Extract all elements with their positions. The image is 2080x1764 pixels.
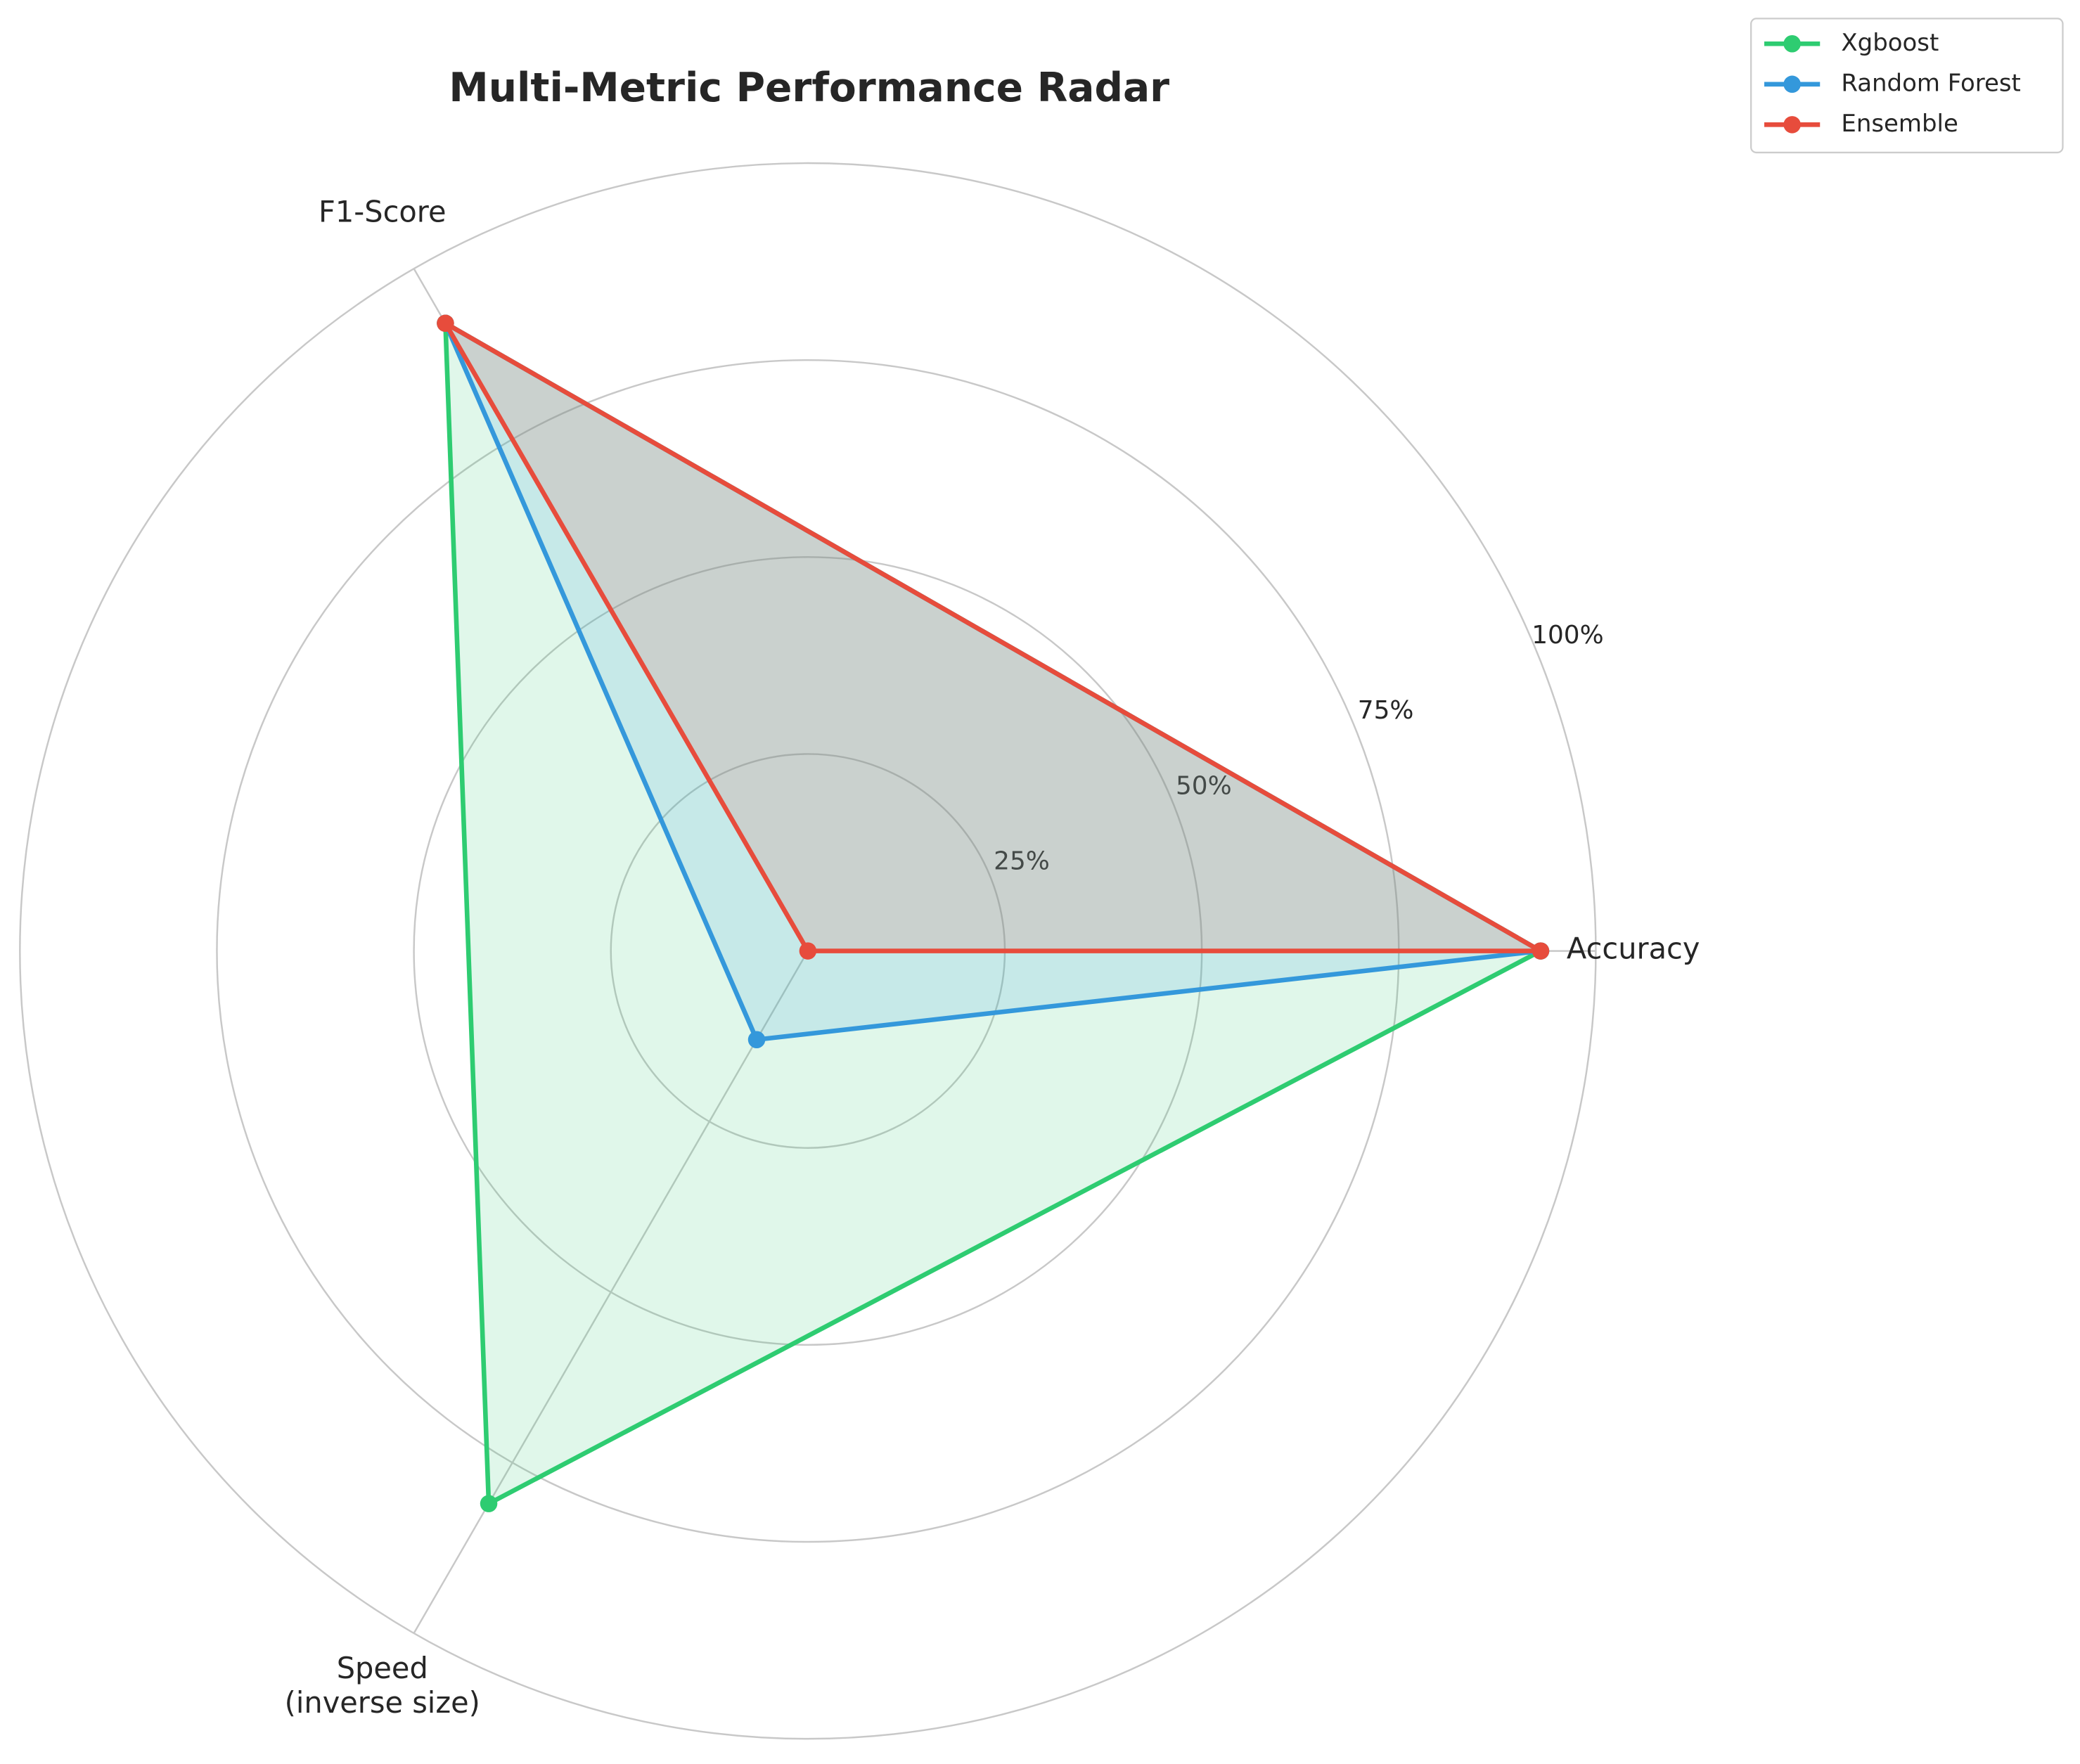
legend-marker: [1783, 75, 1801, 94]
legend-label: Ensemble: [1841, 110, 1958, 138]
legend-entry: Xgboost: [1764, 29, 1939, 57]
legend-entry: Ensemble: [1764, 110, 1958, 138]
data-point: [480, 1495, 498, 1512]
legend-marker: [1783, 34, 1801, 53]
category-label: Speed (inverse size): [285, 1651, 480, 1720]
legend-box: [1750, 18, 2064, 154]
data-point: [747, 1031, 766, 1049]
r-tick-label: 25%: [994, 847, 1050, 876]
r-tick-label: 50%: [1176, 771, 1232, 800]
legend-label: Xgboost: [1841, 29, 1939, 57]
legend-marker: [1783, 116, 1801, 134]
category-label: Accuracy: [1567, 932, 1700, 966]
r-tick-label: 75%: [1358, 696, 1414, 725]
data-point: [437, 314, 454, 333]
spoke: [413, 950, 809, 1634]
chart-title: Multi-Metric Performance Radar: [449, 65, 1169, 111]
legend-entry: Random Forest: [1764, 69, 2021, 97]
series-area: [443, 321, 1543, 953]
data-point: [799, 942, 817, 960]
category-label: F1-Score: [319, 195, 446, 229]
legend-label: Random Forest: [1841, 69, 2020, 97]
data-point: [1532, 942, 1550, 960]
grid-ring: [19, 162, 1597, 1740]
r-tick-label: 100%: [1532, 621, 1603, 650]
